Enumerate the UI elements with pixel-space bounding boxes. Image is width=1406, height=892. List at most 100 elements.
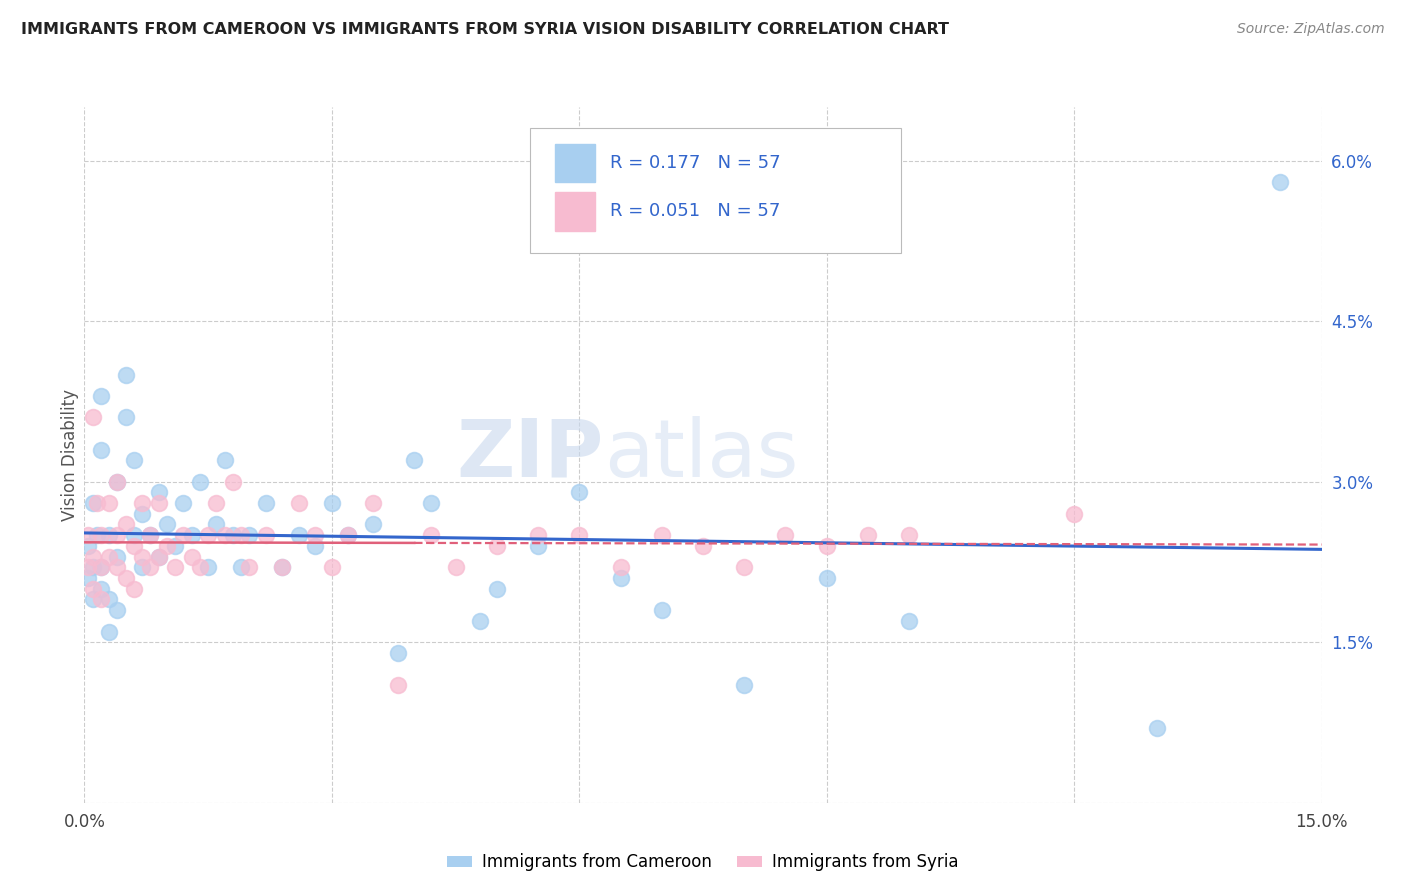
Point [692, 539, 714, 553]
Text: R = 0.177   N = 57: R = 0.177 N = 57 [610, 153, 780, 171]
Point [77, 528, 100, 542]
Point [114, 410, 136, 425]
Point [609, 571, 631, 585]
Point [254, 496, 277, 510]
Point [815, 571, 838, 585]
Point [148, 549, 170, 564]
Point [197, 528, 219, 542]
Point [77, 571, 100, 585]
Point [122, 582, 145, 596]
Point [898, 528, 921, 542]
Point [90, 528, 112, 542]
Point [139, 528, 162, 542]
Point [527, 528, 550, 542]
Point [337, 528, 360, 542]
Point [387, 646, 409, 660]
Text: atlas: atlas [605, 416, 799, 494]
Point [444, 560, 467, 574]
Point [114, 368, 136, 382]
Point [419, 496, 441, 510]
Point [288, 528, 311, 542]
Point [222, 528, 245, 542]
Point [139, 528, 162, 542]
Point [82, 592, 104, 607]
Point [105, 475, 128, 489]
Point [105, 528, 128, 542]
Point [105, 475, 128, 489]
Point [90, 582, 112, 596]
Point [90, 389, 112, 403]
Point [156, 517, 179, 532]
Y-axis label: Vision Disability: Vision Disability [60, 389, 79, 521]
Point [98, 624, 121, 639]
Point [1270, 175, 1292, 189]
Point [288, 496, 311, 510]
Point [82, 560, 104, 574]
Point [98, 496, 121, 510]
Point [105, 549, 128, 564]
Point [148, 485, 170, 500]
Point [361, 517, 384, 532]
Point [114, 517, 136, 532]
Point [105, 603, 128, 617]
Point [90, 560, 112, 574]
Point [105, 560, 128, 574]
Point [733, 678, 755, 692]
Point [82, 496, 104, 510]
Point [172, 528, 194, 542]
Point [98, 528, 121, 542]
Point [98, 592, 121, 607]
Text: IMMIGRANTS FROM CAMEROON VS IMMIGRANTS FROM SYRIA VISION DISABILITY CORRELATION : IMMIGRANTS FROM CAMEROON VS IMMIGRANTS F… [21, 22, 949, 37]
Point [165, 560, 187, 574]
Point [609, 560, 631, 574]
Point [180, 528, 202, 542]
Point [404, 453, 426, 467]
Point [1063, 507, 1085, 521]
Point [98, 549, 121, 564]
Point [470, 614, 492, 628]
Legend: Immigrants from Cameroon, Immigrants from Syria: Immigrants from Cameroon, Immigrants fro… [440, 847, 966, 878]
Point [77, 560, 100, 574]
Point [205, 517, 228, 532]
Point [214, 528, 236, 542]
Point [527, 539, 550, 553]
Point [222, 475, 245, 489]
Point [485, 539, 508, 553]
Point [180, 549, 202, 564]
Point [815, 539, 838, 553]
Point [419, 528, 441, 542]
Point [114, 571, 136, 585]
Point [238, 528, 260, 542]
Point [205, 496, 228, 510]
Point [77, 539, 100, 553]
Point [82, 582, 104, 596]
Point [122, 453, 145, 467]
Point [214, 453, 236, 467]
Point [82, 549, 104, 564]
Point [86, 496, 108, 510]
Point [568, 485, 591, 500]
Text: R = 0.051   N = 57: R = 0.051 N = 57 [610, 202, 780, 220]
Point [485, 582, 508, 596]
Point [229, 528, 252, 542]
Point [304, 539, 326, 553]
Point [197, 560, 219, 574]
Point [304, 528, 326, 542]
Point [131, 560, 153, 574]
Point [82, 410, 104, 425]
Point [188, 475, 211, 489]
Point [568, 528, 591, 542]
Point [898, 614, 921, 628]
Point [337, 528, 360, 542]
Text: Source: ZipAtlas.com: Source: ZipAtlas.com [1237, 22, 1385, 37]
Point [131, 496, 153, 510]
Point [172, 496, 194, 510]
FancyBboxPatch shape [530, 128, 901, 253]
Point [229, 560, 252, 574]
Point [651, 528, 673, 542]
Point [86, 528, 108, 542]
Point [122, 528, 145, 542]
Point [156, 539, 179, 553]
Bar [554, 144, 595, 182]
Point [139, 560, 162, 574]
